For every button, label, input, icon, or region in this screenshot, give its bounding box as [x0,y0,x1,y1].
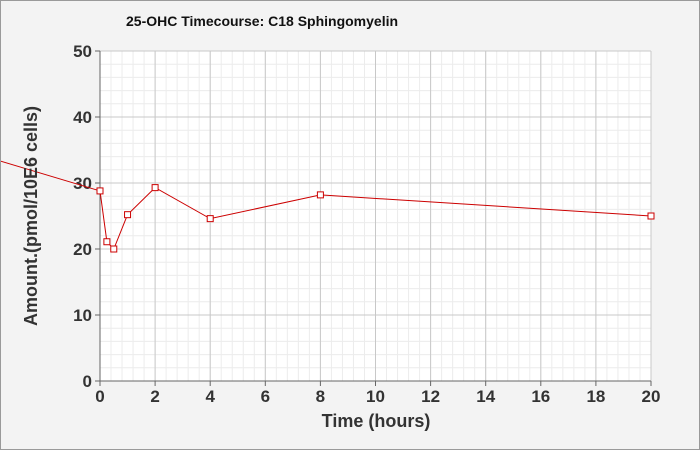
x-tick-label: 2 [150,387,159,406]
y-tick-label: 0 [83,372,92,391]
data-point-marker [316,191,324,199]
series-leading-segment [1,160,101,192]
data-point-marker [96,187,104,195]
x-tick-label: 10 [366,387,385,406]
x-tick-label: 16 [531,387,550,406]
y-tick-label: 50 [73,42,92,61]
data-point-marker [110,245,118,253]
data-point-marker [124,211,132,219]
data-point-marker [647,212,655,220]
x-tick-label: 12 [421,387,440,406]
axes [95,50,652,386]
y-tick-label: 10 [73,306,92,325]
x-tick-label: 0 [95,387,104,406]
y-tick-label: 30 [73,174,92,193]
y-tick-label: 20 [73,240,92,259]
data-point-marker [206,215,214,223]
y-tick-labels: 0 10 20 30 40 50 [73,42,92,391]
x-tick-label: 18 [586,387,605,406]
y-tick-label: 40 [73,108,92,127]
chart-title: 25-OHC Timecourse: C18 Sphingomyelin [126,13,398,29]
data-point-marker [103,238,111,246]
x-axis-label: Time (hours) [322,411,431,431]
x-tick-label: 4 [205,387,215,406]
y-axis-label: Amount.(pmol/10E6 cells) [21,106,41,326]
x-tick-label: 8 [316,387,325,406]
x-tick-label: 14 [476,387,495,406]
data-point-marker [151,184,159,192]
series-layer [1,160,655,253]
x-tick-label: 6 [261,387,270,406]
x-tick-label: 20 [642,387,661,406]
x-tick-labels: 0 2 4 6 8 10 12 14 16 18 20 [95,387,660,406]
